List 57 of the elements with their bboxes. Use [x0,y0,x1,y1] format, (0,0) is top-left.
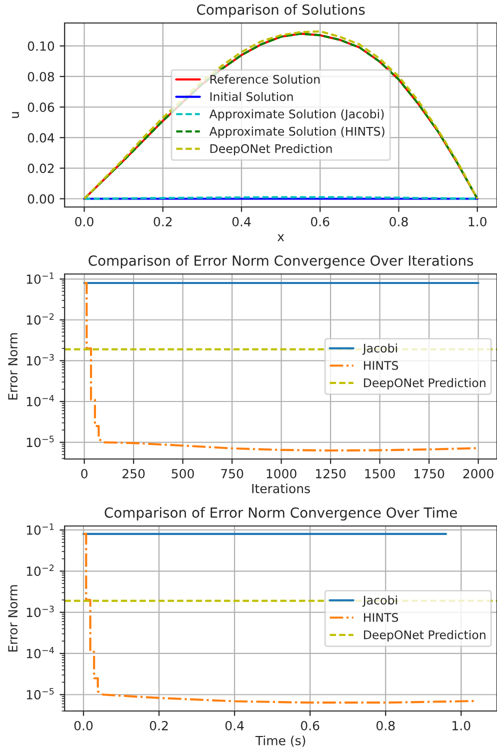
y-axis-title: Error Norm [8,333,18,400]
x-tick-label: 500 [172,468,194,478]
y-axis-title: Error Norm [8,585,18,652]
chart-title: Comparison of Error Norm Convergence Over Iterations [88,255,474,269]
y-tick-label: 0.08 [28,72,54,82]
chart-title: Comparison of Error Norm Convergence Over Time [104,507,457,521]
x-axis-title: x [277,234,284,242]
x-tick-label: 0.6 [300,720,320,730]
y-tick-label: 10$^{−1}$ [26,523,54,535]
x-tick-label: 1000 [266,468,296,478]
legend-label: Approximate Solution (Jacobi) [209,109,384,121]
x-axis-title: Iterations [252,484,310,494]
x-tick-label: 1.0 [468,216,486,226]
legend-label: Jacobi [362,343,397,355]
y-tick-label: 10$^{−5}$ [26,688,54,700]
y-tick-label: 0.04 [28,133,54,143]
x-tick-label: 1750 [414,468,444,478]
x-tick-label: 1500 [365,468,395,478]
legend-label: DeepONet Prediction [364,630,486,642]
x-tick-label: 0 [81,468,88,478]
x-axis-title: Time (s) [255,736,306,747]
legend-label: HINTS [364,360,398,370]
y-tick-label: 10$^{−4}$ [26,394,54,406]
x-tick-label: 1.0 [452,720,470,730]
x-tick-label: 0.4 [225,720,244,730]
x-tick-label: 0.2 [154,216,172,226]
y-tick-label: 10$^{−4}$ [26,646,54,658]
x-tick-label: 750 [221,468,244,478]
x-tick-label: 0.8 [376,720,395,730]
y-tick-label: 10$^{−3}$ [26,606,54,618]
y-tick-label: 0.00 [28,194,54,204]
legend-label: Initial Solution [210,92,293,102]
y-axis-title: u [12,112,20,118]
x-tick-label: 250 [122,468,145,478]
legend-label: DeepONet Prediction [364,378,486,390]
x-tick-label: 1250 [316,468,346,478]
x-tick-label: 2000 [463,468,494,478]
x-tick-label: 0.4 [232,216,251,226]
y-tick-label: 10$^{−2}$ [26,313,54,325]
legend-label: HINTS [364,612,398,622]
y-tick-label: 10$^{−5}$ [26,436,54,448]
y-tick-label: 0.10 [28,41,54,51]
y-tick-label: 10$^{−1}$ [26,272,54,284]
y-tick-label: 10$^{−3}$ [26,354,54,366]
y-tick-label: 0.06 [28,102,54,112]
x-tick-label: 0.0 [75,216,94,226]
chart-title: Comparison of Solutions [196,4,365,18]
y-tick-label: 0.02 [28,164,54,174]
legend-label: Reference Solution [210,74,320,84]
x-tick-label: 0.6 [311,216,330,226]
legend-label: Approximate Solution (HINTS) [209,126,384,138]
x-tick-label: 0.0 [74,720,93,730]
legend-label: Jacobi [362,595,397,607]
x-tick-label: 0.8 [390,216,408,226]
y-tick-label: 10$^{−2}$ [26,564,54,576]
x-tick-label: 0.2 [150,720,168,730]
legend-label: DeepONet Prediction [210,144,332,156]
